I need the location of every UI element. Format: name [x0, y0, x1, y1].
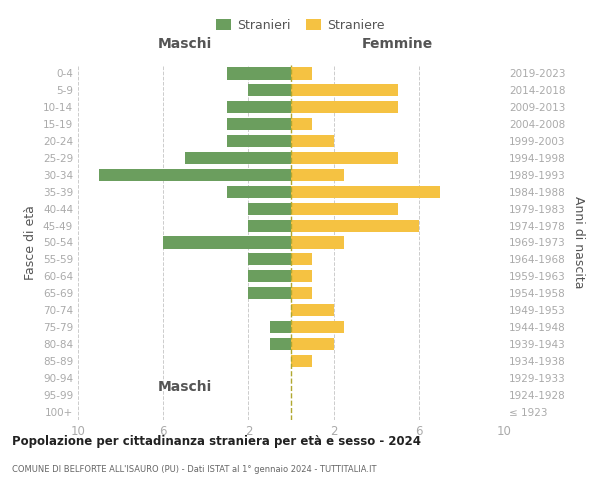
Text: Femmine: Femmine — [362, 37, 433, 51]
Bar — [291, 84, 398, 96]
Bar — [291, 118, 313, 130]
Bar — [291, 68, 313, 80]
Bar — [291, 202, 398, 215]
Bar — [163, 236, 291, 248]
Text: COMUNE DI BELFORTE ALL'ISAURO (PU) - Dati ISTAT al 1° gennaio 2024 - TUTTITALIA.: COMUNE DI BELFORTE ALL'ISAURO (PU) - Dat… — [12, 465, 377, 474]
Bar — [291, 270, 313, 282]
Bar — [291, 287, 313, 300]
Bar — [291, 220, 419, 232]
Y-axis label: Anni di nascita: Anni di nascita — [572, 196, 585, 289]
Bar — [99, 169, 291, 181]
Bar — [248, 220, 291, 232]
Bar — [291, 152, 398, 164]
Bar — [227, 118, 291, 130]
Bar — [291, 338, 334, 350]
Bar — [227, 101, 291, 114]
Bar — [270, 321, 291, 333]
Bar — [248, 202, 291, 215]
Text: Maschi: Maschi — [157, 380, 212, 394]
Bar — [291, 236, 344, 248]
Bar — [227, 135, 291, 147]
Text: Popolazione per cittadinanza straniera per età e sesso - 2024: Popolazione per cittadinanza straniera p… — [12, 435, 421, 448]
Text: Maschi: Maschi — [157, 37, 212, 51]
Bar — [248, 270, 291, 282]
Bar — [291, 254, 313, 266]
Bar — [291, 321, 344, 333]
Bar — [227, 68, 291, 80]
Bar — [291, 169, 344, 181]
Bar — [227, 186, 291, 198]
Bar — [291, 304, 334, 316]
Bar — [248, 287, 291, 300]
Bar — [248, 254, 291, 266]
Bar — [291, 186, 440, 198]
Bar — [291, 101, 398, 114]
Y-axis label: Fasce di età: Fasce di età — [25, 205, 37, 280]
Bar — [291, 354, 313, 367]
Bar — [270, 338, 291, 350]
Bar — [291, 135, 334, 147]
Legend: Stranieri, Straniere: Stranieri, Straniere — [211, 14, 389, 37]
Bar — [185, 152, 291, 164]
Bar — [248, 84, 291, 96]
